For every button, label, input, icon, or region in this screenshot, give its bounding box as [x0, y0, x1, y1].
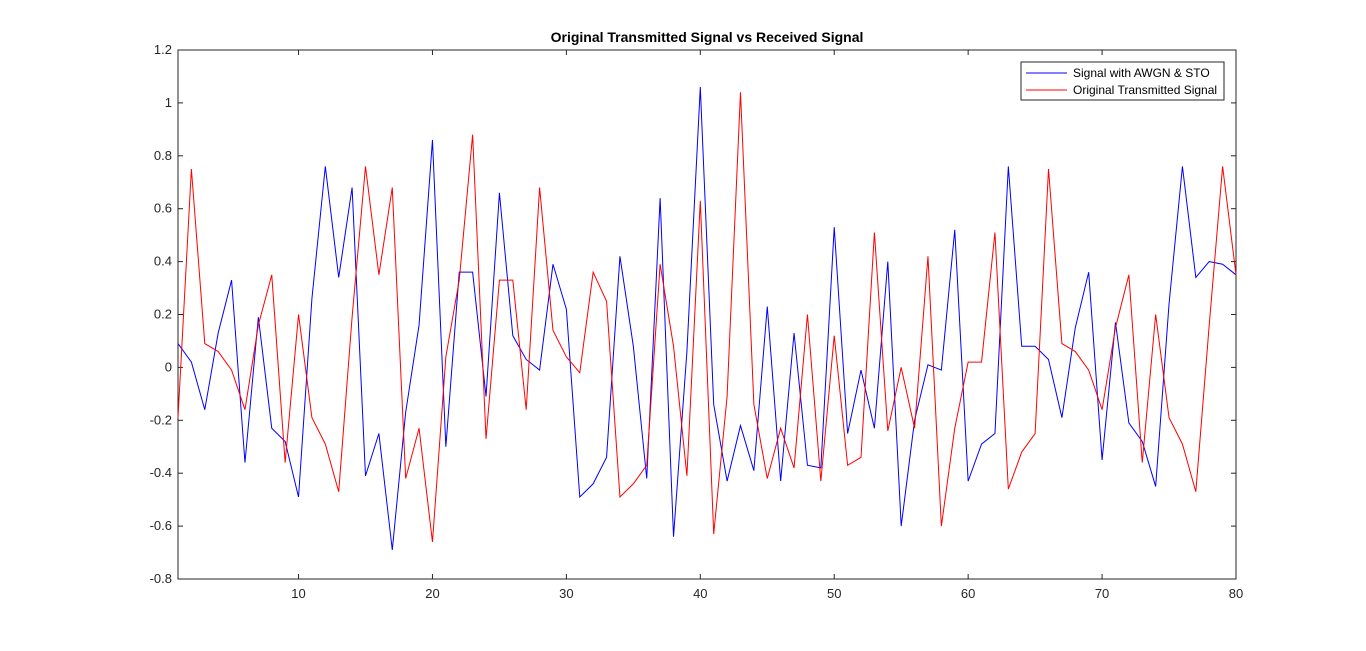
y-tick-label: 0.2 — [154, 307, 172, 322]
y-tick-label: 0.6 — [154, 201, 172, 216]
legend[interactable]: Signal with AWGN & STO Original Transmit… — [1020, 61, 1225, 101]
y-tick-label: 1.2 — [154, 42, 172, 57]
series-line-2 — [177, 92, 1237, 543]
y-tick-label: 0.4 — [154, 254, 172, 269]
x-tick-label: 30 — [559, 586, 573, 601]
legend-label-series-1: Signal with AWGN & STO — [1073, 66, 1210, 80]
y-tick-label: -0.4 — [150, 465, 172, 480]
legend-box — [1020, 61, 1225, 101]
y-tick-label: -0.2 — [150, 412, 172, 427]
y-tick-label: 0.8 — [154, 148, 172, 163]
y-tick-label: 1 — [165, 95, 172, 110]
x-tick-label: 70 — [1095, 586, 1109, 601]
y-tick-label: -0.8 — [150, 571, 172, 586]
x-tick-label: 40 — [693, 586, 707, 601]
ticks-layer: 10 20 30 40 50 60 70 80 -0.8 -0.6 -0.4 -0.2 0 0.2 0.4 0… — [150, 42, 1244, 601]
legend-label-series-2: Original Transmitted Signal — [1073, 83, 1217, 97]
y-tick-label: 0 — [165, 359, 172, 374]
x-tick-label: 10 — [291, 586, 305, 601]
series-layer — [177, 87, 1237, 550]
x-tick-label: 50 — [827, 586, 841, 601]
x-tick-label: 60 — [961, 586, 975, 601]
chart-title: Original Transmitted Signal vs Received … — [551, 29, 864, 45]
y-tick-label: -0.6 — [150, 518, 172, 533]
axes-box — [177, 49, 1237, 580]
x-tick-label: 20 — [425, 586, 439, 601]
series-line-1 — [177, 87, 1237, 550]
x-tick-label: 80 — [1229, 586, 1243, 601]
